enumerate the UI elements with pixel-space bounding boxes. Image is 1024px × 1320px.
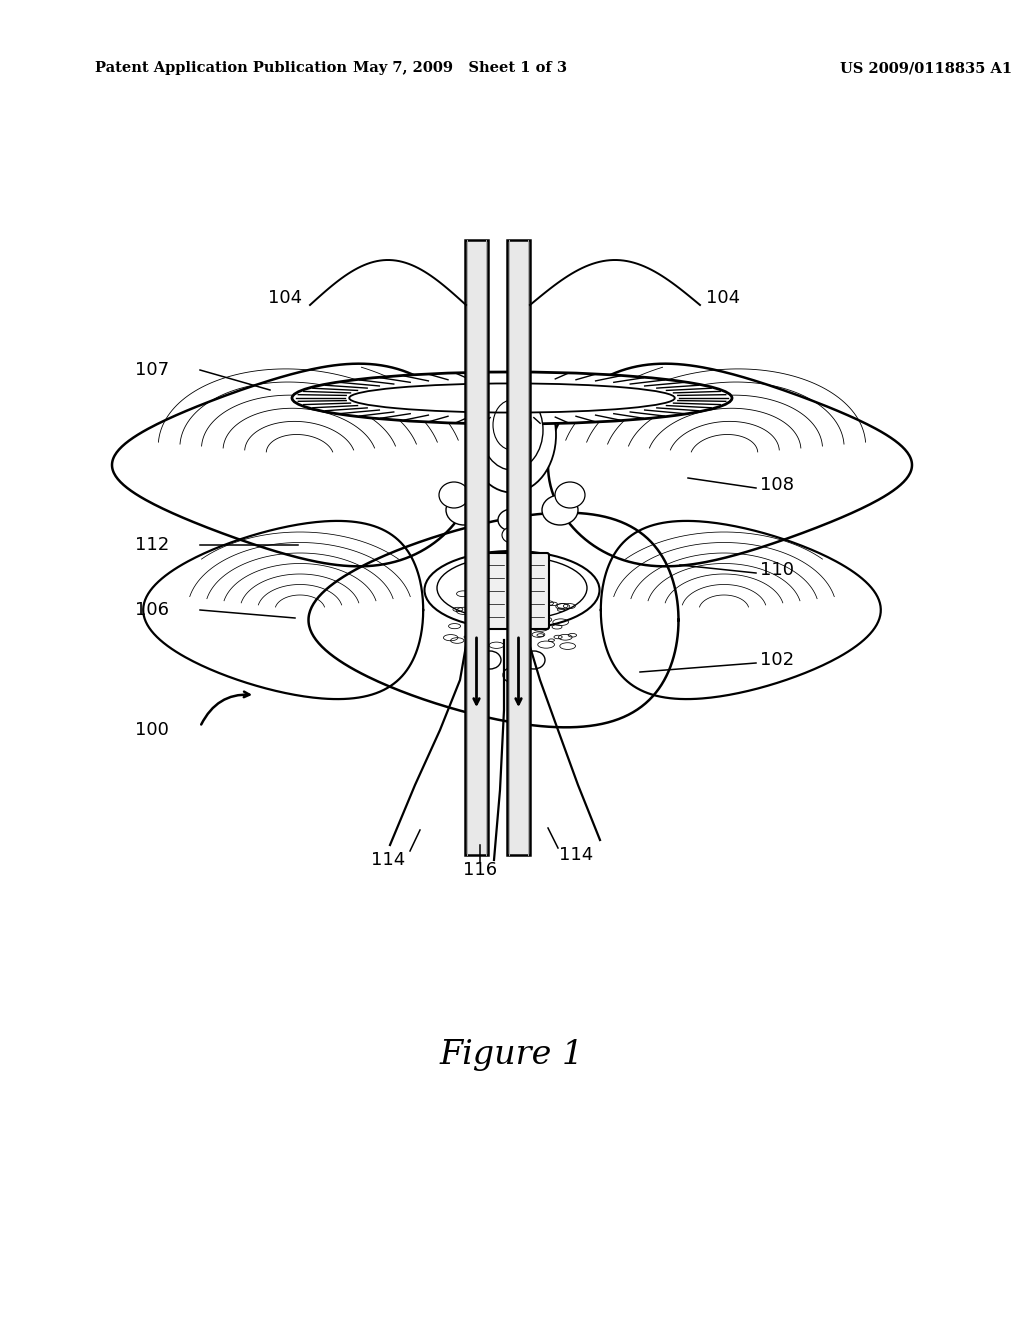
Polygon shape — [601, 521, 881, 700]
Text: 106: 106 — [135, 601, 169, 619]
Polygon shape — [308, 512, 679, 727]
Text: May 7, 2009   Sheet 1 of 3: May 7, 2009 Sheet 1 of 3 — [353, 61, 567, 75]
Ellipse shape — [555, 482, 585, 508]
FancyBboxPatch shape — [512, 553, 549, 630]
Ellipse shape — [498, 510, 526, 531]
Text: 114: 114 — [559, 846, 593, 865]
Text: 102: 102 — [760, 651, 795, 669]
Ellipse shape — [502, 527, 522, 543]
Text: Patent Application Publication: Patent Application Publication — [95, 61, 347, 75]
Ellipse shape — [292, 372, 732, 424]
Ellipse shape — [542, 495, 578, 525]
Text: 104: 104 — [268, 289, 302, 308]
Text: 110: 110 — [760, 561, 794, 579]
Ellipse shape — [523, 651, 545, 669]
Text: US 2009/0118835 A1: US 2009/0118835 A1 — [840, 61, 1012, 75]
FancyBboxPatch shape — [472, 553, 509, 630]
Text: 114: 114 — [371, 851, 406, 869]
Text: Figure 1: Figure 1 — [440, 1039, 584, 1071]
Text: 108: 108 — [760, 477, 794, 494]
Bar — [465, 240, 488, 855]
Bar — [507, 240, 530, 855]
Text: 112: 112 — [135, 536, 169, 554]
Ellipse shape — [349, 383, 675, 413]
Text: 104: 104 — [706, 289, 740, 308]
Text: 116: 116 — [463, 861, 497, 879]
Ellipse shape — [446, 495, 482, 525]
Polygon shape — [143, 521, 423, 700]
Ellipse shape — [479, 651, 501, 669]
Text: 107: 107 — [135, 360, 169, 379]
Ellipse shape — [503, 668, 521, 682]
Polygon shape — [112, 364, 476, 566]
Ellipse shape — [437, 556, 587, 620]
Ellipse shape — [439, 482, 469, 508]
Text: 100: 100 — [135, 721, 169, 739]
Ellipse shape — [481, 389, 543, 470]
Polygon shape — [548, 364, 912, 566]
Ellipse shape — [468, 378, 556, 492]
Ellipse shape — [425, 550, 599, 630]
